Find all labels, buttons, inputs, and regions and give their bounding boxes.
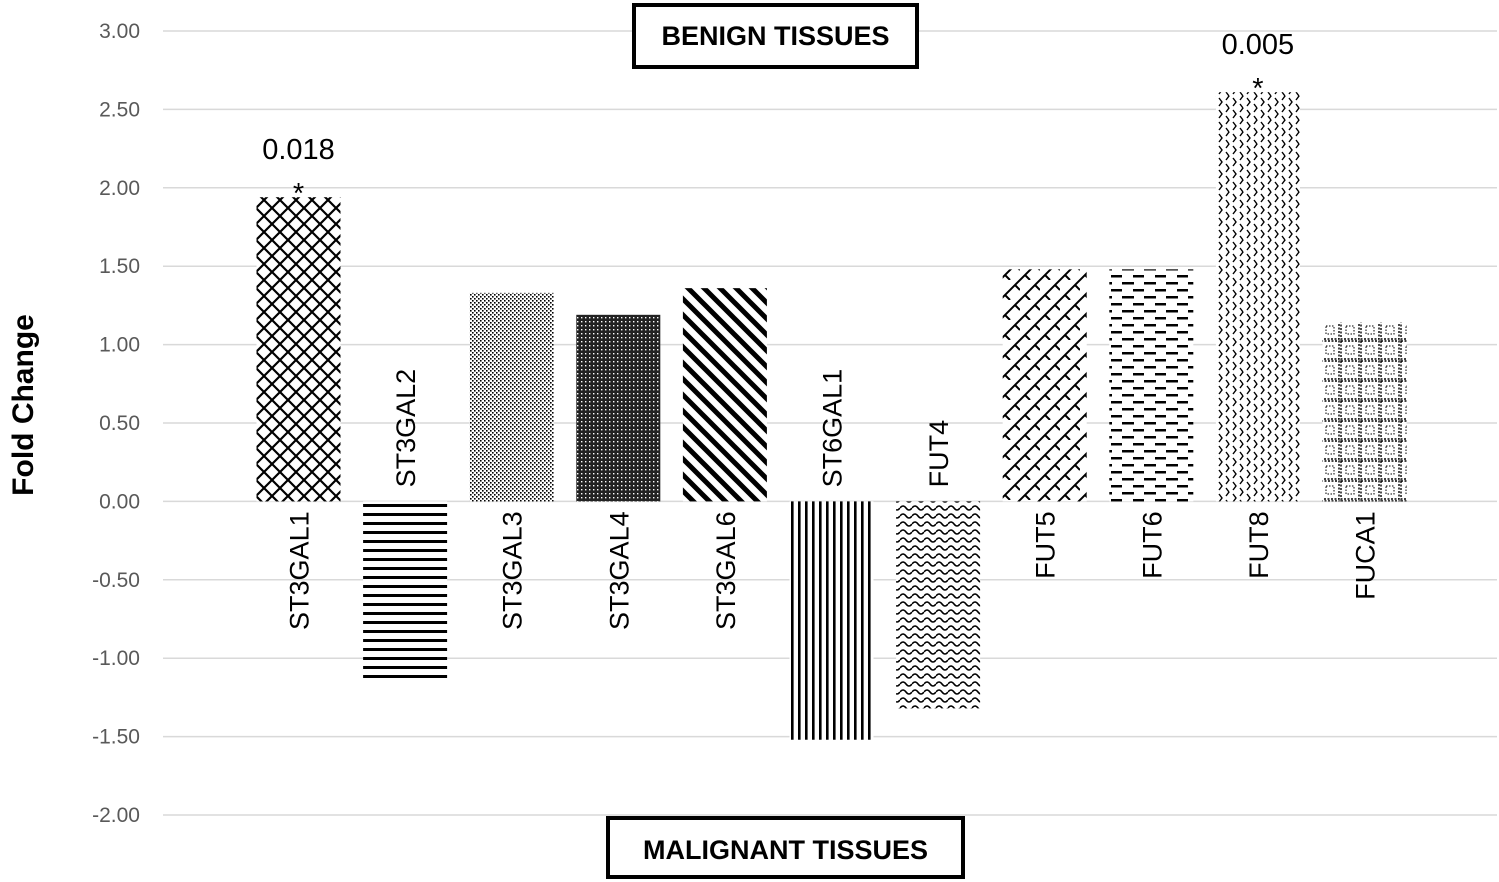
- significance-annotations: * 0.018 * 0.005: [262, 29, 1294, 210]
- y-tick-label: 1.50: [99, 255, 140, 278]
- bar-st3gal3: [469, 292, 554, 502]
- bar-st3gal1: [256, 197, 341, 502]
- y-tick-label: -1.00: [92, 647, 140, 670]
- p-value-label: 0.005: [1222, 29, 1295, 61]
- category-label: FUT6: [1137, 511, 1167, 579]
- y-tick-label: -1.50: [92, 726, 140, 749]
- category-labels: ST3GAL1 ST3GAL2 ST3GAL3 ST3GAL4 ST3GAL6 ST6GA…: [285, 369, 1381, 630]
- y-tick-label: 0.50: [99, 412, 140, 435]
- category-label: FUT8: [1244, 511, 1274, 579]
- malignant-box-label: MALIGNANT TISSUES: [643, 835, 928, 865]
- y-tick-label: -2.00: [92, 804, 140, 827]
- bar-fut6: [1109, 269, 1194, 502]
- bar-fut5: [1002, 269, 1087, 502]
- y-tick-label: 2.00: [99, 177, 140, 200]
- y-tick-label: -0.50: [92, 569, 140, 592]
- category-label: ST3GAL4: [604, 511, 634, 630]
- y-tick-label: 1.00: [99, 334, 140, 357]
- benign-box-label: BENIGN TISSUES: [661, 21, 889, 51]
- category-label: FUT4: [924, 420, 954, 488]
- bar-st3gal2: [363, 501, 448, 682]
- significance-marker: *: [1252, 73, 1263, 105]
- category-label: ST3GAL1: [285, 511, 315, 630]
- p-value-label: 0.018: [262, 134, 335, 166]
- bar-fut8: [1215, 92, 1300, 502]
- bar-fut4: [896, 501, 981, 709]
- y-axis-label: Fold Change: [7, 314, 40, 496]
- y-axis-ticks: 3.00 2.50 2.00 1.50 1.00 0.50 0.00 -0.50 -1.00 -1…: [92, 20, 140, 827]
- y-tick-label: 0.00: [99, 490, 140, 513]
- bar-st3gal6: [682, 288, 767, 502]
- category-label: ST3GAL3: [498, 511, 528, 630]
- category-label: ST3GAL2: [391, 369, 421, 488]
- bar-st6gal1: [789, 501, 874, 740]
- significance-marker: *: [293, 178, 304, 210]
- category-label: ST6GAL1: [818, 369, 848, 488]
- bar-st3gal4: [576, 314, 661, 502]
- category-label: FUCA1: [1351, 511, 1381, 600]
- category-label: ST3GAL6: [711, 511, 741, 630]
- category-label: FUT5: [1031, 511, 1061, 579]
- bar-fuca1: [1322, 322, 1407, 502]
- malignant-box: MALIGNANT TISSUES: [606, 816, 965, 879]
- bars: [256, 92, 1407, 740]
- y-tick-label: 3.00: [99, 20, 140, 43]
- y-tick-label: 2.50: [99, 98, 140, 121]
- benign-box: BENIGN TISSUES: [632, 3, 919, 69]
